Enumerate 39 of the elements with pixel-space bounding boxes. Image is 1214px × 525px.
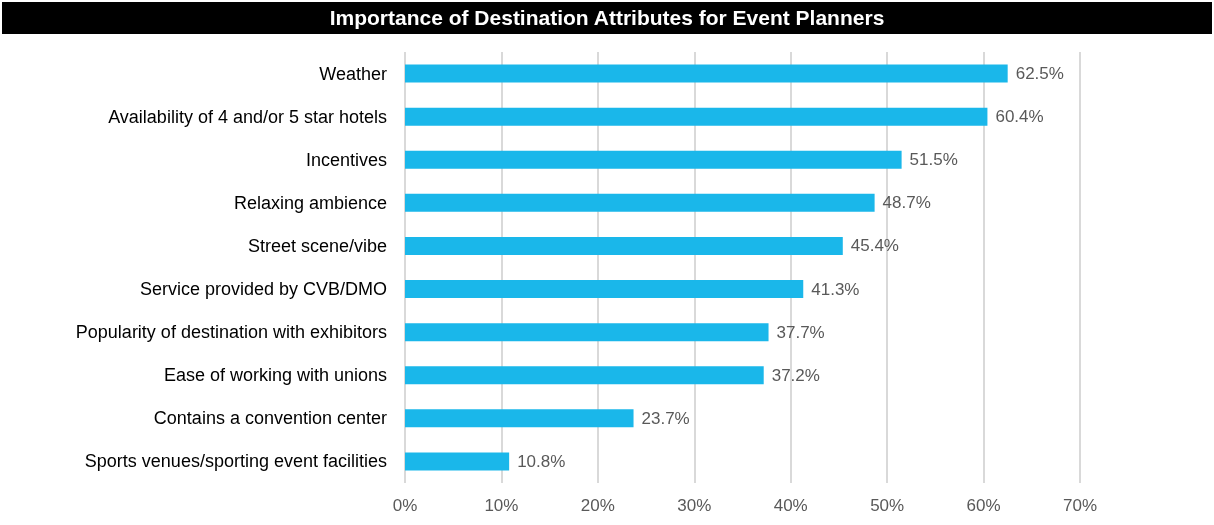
y-tick-label: Popularity of destination with exhibitors (75, 322, 387, 343)
y-tick-label: Availability of 4 and/or 5 star hotels (108, 106, 387, 127)
data-label: 37.7% (776, 322, 825, 342)
x-tick-label: 70% (1062, 496, 1098, 515)
bar (405, 409, 634, 428)
bar (405, 323, 769, 342)
x-tick-label: 10% (484, 496, 519, 515)
x-tick-label: 40% (773, 496, 808, 515)
x-tick-label: 50% (870, 496, 905, 515)
data-label: 62.5% (1015, 64, 1064, 84)
bar (405, 366, 764, 385)
data-label: 48.7% (882, 193, 931, 213)
y-tick-label: Street scene/vibe (247, 235, 387, 256)
data-label: 51.5% (909, 150, 958, 170)
y-tick-label: Sports venues/sporting event facilities (84, 451, 387, 472)
y-tick-label: Ease of working with unions (163, 365, 387, 386)
bar (405, 452, 510, 471)
data-label: 45.4% (850, 236, 899, 256)
y-tick-label: Weather (319, 63, 387, 84)
data-label: 41.3% (811, 279, 860, 299)
bar (405, 150, 902, 169)
bar (405, 280, 804, 299)
data-label: 37.2% (771, 365, 820, 385)
data-label: 10.8% (517, 451, 566, 471)
data-label: 23.7% (641, 408, 690, 428)
y-tick-label: Service provided by CVB/DMO (139, 279, 387, 300)
data-label: 60.4% (995, 107, 1044, 127)
y-tick-label: Relaxing ambience (233, 192, 387, 213)
y-tick-label: Contains a convention center (153, 408, 387, 429)
bar (405, 236, 843, 255)
y-tick-label: Incentives (305, 149, 387, 170)
x-tick-label: 20% (580, 496, 615, 515)
x-tick-label: 30% (677, 496, 712, 515)
chart-title: Importance of Destination Attributes for Event Planners (2, 2, 1212, 34)
bar (405, 193, 875, 212)
bar (405, 107, 988, 126)
x-tick-label: 60% (966, 496, 1001, 515)
bar (405, 64, 1008, 83)
x-tick-label: 0% (392, 496, 418, 515)
